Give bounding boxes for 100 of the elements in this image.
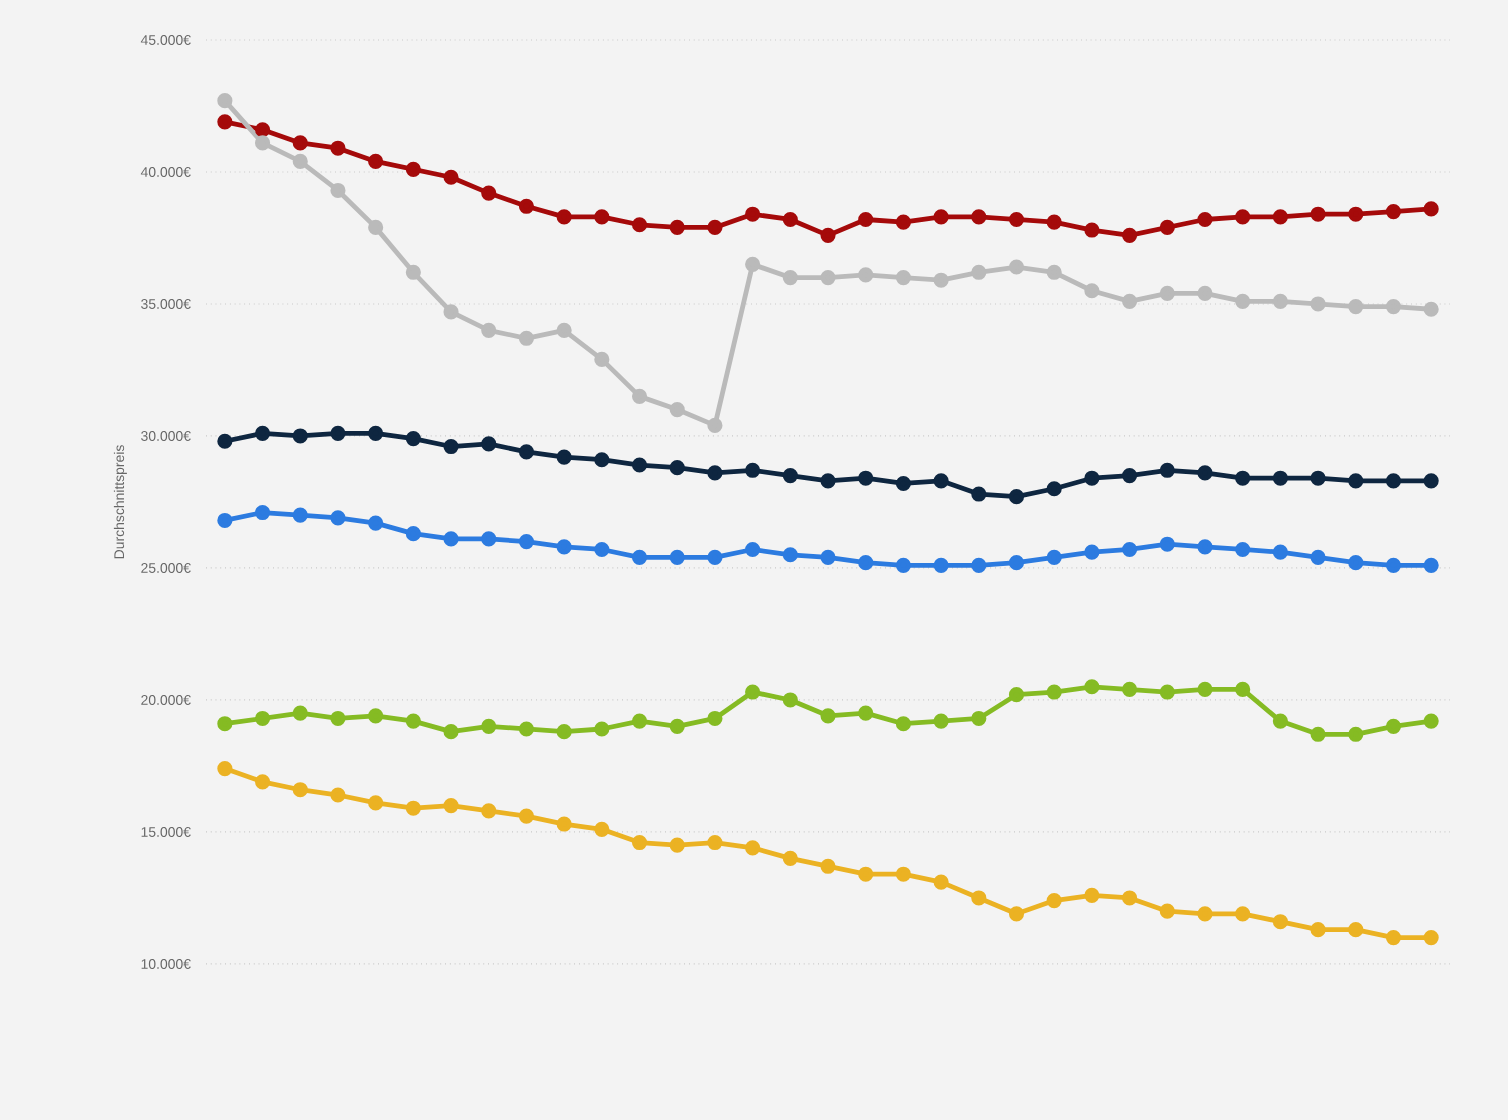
point <box>631 388 648 404</box>
point <box>217 716 233 732</box>
point <box>1008 259 1025 275</box>
point <box>1159 903 1175 919</box>
point <box>1046 264 1062 280</box>
point <box>443 304 459 320</box>
point <box>1348 922 1364 938</box>
point <box>745 541 761 558</box>
point <box>669 718 685 734</box>
point <box>405 161 421 177</box>
point <box>745 840 761 856</box>
point <box>1310 922 1326 938</box>
point <box>594 541 610 558</box>
point <box>217 433 233 449</box>
point <box>556 209 572 225</box>
point <box>858 211 874 228</box>
point <box>1159 285 1175 301</box>
point <box>745 206 761 222</box>
point <box>556 724 572 740</box>
point <box>518 808 535 824</box>
point <box>820 473 836 489</box>
point <box>745 462 761 478</box>
point <box>858 470 874 486</box>
point <box>217 114 233 130</box>
point <box>782 211 798 228</box>
point <box>1348 726 1364 742</box>
point <box>1235 470 1251 486</box>
point <box>631 713 648 729</box>
point <box>518 330 535 346</box>
point <box>1235 681 1251 697</box>
point <box>1348 206 1364 222</box>
point <box>368 708 384 724</box>
point <box>1084 887 1100 903</box>
point <box>1272 544 1288 560</box>
point <box>1122 468 1138 484</box>
point <box>405 800 421 816</box>
point <box>405 526 421 542</box>
point <box>1084 544 1100 560</box>
point <box>1159 462 1175 478</box>
point <box>707 465 723 481</box>
point <box>820 708 836 724</box>
point <box>971 264 987 280</box>
point <box>368 153 384 169</box>
point <box>1310 726 1326 742</box>
point <box>292 135 308 151</box>
point <box>443 798 459 814</box>
point <box>1122 293 1138 309</box>
point <box>594 821 610 837</box>
point <box>1046 684 1062 700</box>
point <box>1084 283 1100 299</box>
point <box>895 475 911 492</box>
point <box>1423 301 1439 317</box>
point <box>858 705 874 721</box>
point <box>1385 718 1402 734</box>
point <box>330 182 346 199</box>
point <box>368 795 384 811</box>
point <box>1008 489 1025 505</box>
point <box>405 431 421 447</box>
point <box>443 531 459 547</box>
point <box>1235 906 1251 922</box>
point <box>971 710 987 727</box>
point <box>481 718 497 734</box>
point <box>782 547 798 563</box>
point <box>933 874 949 890</box>
point <box>556 816 572 832</box>
point <box>820 549 836 565</box>
point <box>1385 204 1402 220</box>
point <box>594 209 610 225</box>
point <box>254 425 271 441</box>
point <box>330 710 346 727</box>
point <box>330 425 346 441</box>
point <box>933 473 949 489</box>
point <box>820 858 836 874</box>
point <box>518 444 535 460</box>
point <box>745 256 761 272</box>
point <box>669 219 685 235</box>
point <box>556 322 572 338</box>
point <box>933 272 949 288</box>
point <box>858 267 874 283</box>
point <box>1423 201 1439 217</box>
point <box>1310 296 1326 312</box>
point <box>707 219 723 235</box>
point <box>1348 555 1364 571</box>
point <box>1084 222 1100 238</box>
point <box>1272 470 1288 486</box>
point <box>1046 214 1062 230</box>
point <box>782 270 798 286</box>
point <box>443 169 459 185</box>
point <box>1159 684 1175 700</box>
point <box>1310 470 1326 486</box>
point <box>669 549 685 565</box>
point <box>594 452 610 468</box>
point <box>895 214 911 230</box>
point <box>443 438 459 455</box>
point <box>594 351 610 367</box>
point <box>1385 557 1402 573</box>
point <box>895 866 911 882</box>
point <box>1235 293 1251 309</box>
point <box>405 264 421 280</box>
point <box>1159 219 1175 235</box>
